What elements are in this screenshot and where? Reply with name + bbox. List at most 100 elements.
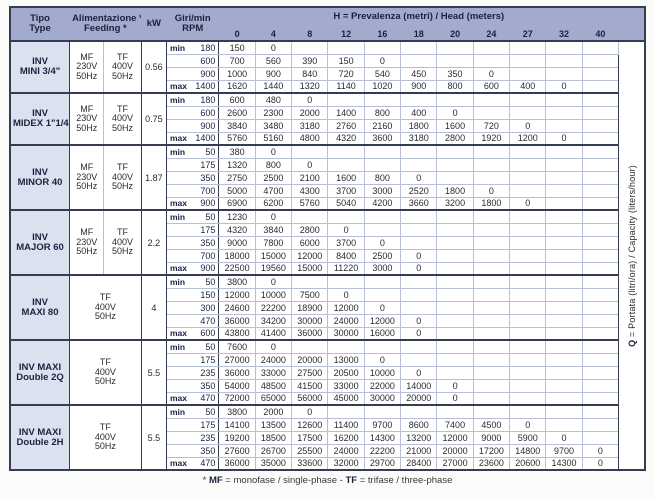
capacity-value-cell: 720 xyxy=(327,66,365,81)
table-row: INV MINOR 40 MF 230V 50Hz TF 400V 50Hz 1.87 min 50… xyxy=(9,144,645,211)
capacity-value-cell: 12000 xyxy=(218,287,256,302)
capacity-value-cell xyxy=(545,300,583,315)
capacity-value-cell xyxy=(545,261,583,276)
kw-cell: 0.56 xyxy=(140,40,167,94)
capacity-value-cell: 5040 xyxy=(327,196,365,211)
header-head-value: 24 xyxy=(472,26,511,42)
capacity-value-cell: 800 xyxy=(363,105,402,120)
rpm-minmax-label: min xyxy=(169,341,186,352)
table-row: 175 14100 13500 12600 11400 9700 8600 7400 4500 0 xyxy=(10,417,645,432)
rpm-flex: 470 xyxy=(170,316,215,326)
feeding-line: 50Hz xyxy=(112,181,134,192)
table-row: 300 24600 22200 18900 12000 0 xyxy=(10,300,645,315)
capacity-value-cell: 30000 xyxy=(291,313,329,328)
capacity-value-cell: 390 xyxy=(291,53,329,68)
capacity-value-cell: 36000 xyxy=(218,365,256,380)
capacity-value-cell xyxy=(327,144,365,159)
rpm-cell: min 50 xyxy=(165,404,220,419)
rpm-cell: 600 xyxy=(165,105,220,120)
rpm-minmax-label: min xyxy=(169,211,186,222)
rpm-flex: max 900 xyxy=(170,263,215,273)
capacity-value-cell xyxy=(545,196,583,211)
capacity-value-cell xyxy=(509,287,547,302)
feeding-line: MF xyxy=(80,51,94,62)
model-cell: INV MAJOR 60 xyxy=(9,209,71,276)
capacity-value-cell: 11400 xyxy=(327,417,365,432)
capacity-value-cell xyxy=(436,209,474,224)
rpm-value: 175 xyxy=(200,224,216,235)
rpm-minmax-label: min xyxy=(169,42,186,53)
capacity-value-cell xyxy=(472,222,511,237)
capacity-value-cell: 0 xyxy=(436,378,474,393)
capacity-value-cell xyxy=(291,274,329,289)
capacity-value-cell xyxy=(400,209,438,224)
rpm-minmax-label: max xyxy=(169,458,187,469)
rpm-cell: max 900 xyxy=(165,261,220,276)
capacity-value-cell xyxy=(472,209,511,224)
capacity-value-cell xyxy=(545,391,583,406)
table-row: INV MAXI Double 2Q TF 400V 50Hz 5.5 min 50 7600 0 xyxy=(9,339,645,406)
model-line: INV xyxy=(32,166,48,178)
header-rpm: Giri/min RPM xyxy=(165,6,220,42)
feeding-cell: MF 230V 50Hz xyxy=(69,209,105,276)
capacity-value-cell xyxy=(472,391,511,406)
model-line: INV xyxy=(32,108,48,119)
capacity-value-cell xyxy=(581,92,620,107)
capacity-value-cell: 18900 xyxy=(291,300,329,315)
rpm-minmax-label: max xyxy=(169,328,187,339)
capacity-value-cell xyxy=(581,235,620,250)
model-line: INV xyxy=(32,56,48,67)
feeding-line: 50Hz xyxy=(94,311,116,322)
capacity-value-cell xyxy=(400,157,438,172)
feeding-line: 50Hz xyxy=(112,122,134,133)
capacity-value-cell: 13500 xyxy=(254,417,293,432)
rpm-flex: max 470 xyxy=(170,393,215,403)
capacity-value-cell: 3840 xyxy=(218,118,256,133)
capacity-value-cell xyxy=(436,352,474,367)
feeding-line: TF xyxy=(117,227,129,238)
capacity-value-cell xyxy=(363,92,402,107)
capacity-value-cell xyxy=(509,261,547,276)
rpm-cell: 150 xyxy=(165,287,220,302)
capacity-value-cell xyxy=(545,222,583,237)
spec-table: Tipo Type Alimentazione * Feeding * kW Giri/m… xyxy=(9,6,646,471)
capacity-value-cell: 34200 xyxy=(254,313,293,328)
capacity-value-cell xyxy=(291,144,329,159)
capacity-value-cell xyxy=(581,274,620,289)
capacity-value-cell xyxy=(581,365,620,380)
header-head-value: 32 xyxy=(545,26,583,42)
capacity-value-cell: 2160 xyxy=(363,118,402,133)
feeding-line: 50Hz xyxy=(76,181,98,192)
capacity-value-cell: 32000 xyxy=(327,456,365,471)
capacity-value-cell xyxy=(545,118,583,133)
q-axis-label: Q = Portata (litri/ora) / Capacity (lite… xyxy=(626,164,637,347)
rpm-cell: 300 xyxy=(165,300,220,315)
rpm-cell: min 50 xyxy=(165,144,220,159)
capacity-value-cell: 26700 xyxy=(254,443,293,458)
capacity-value-cell: 4800 xyxy=(291,131,329,146)
capacity-value-cell: 2500 xyxy=(254,170,293,185)
capacity-value-cell: 54000 xyxy=(218,378,256,393)
table-row: 900 3840 3480 3180 2760 2160 1800 1600 720 0 xyxy=(10,118,645,133)
capacity-value-cell xyxy=(509,313,547,328)
table-row: max 470 72000 65000 56000 45000 30000 20000 0 xyxy=(10,391,645,406)
kw-cell: 2.2 xyxy=(140,209,167,276)
rpm-value: 175 xyxy=(200,159,216,170)
rpm-value: 900 xyxy=(200,198,216,209)
capacity-value-cell: 1600 xyxy=(436,118,474,133)
capacity-value-cell xyxy=(581,79,620,94)
rpm-value: 300 xyxy=(200,302,216,313)
model-cell: INV MIDEX 1"1/4 xyxy=(9,92,71,146)
model-line: Double 2H xyxy=(16,436,64,448)
model-line: INV MAXI xyxy=(18,361,62,373)
rpm-flex: 900 xyxy=(170,121,215,131)
rpm-cell: min 180 xyxy=(165,40,220,55)
capacity-value-cell xyxy=(363,144,402,159)
table-row: INV MIDEX 1"1/4 MF 230V 50Hz TF 400V 50Hz 0.75 mi… xyxy=(9,92,645,146)
table-body: INV MINI 3/4" MF 230V 50Hz TF 400V 50Hz 0.56 min 1… xyxy=(9,40,646,471)
rpm-flex: 350 xyxy=(170,238,215,248)
capacity-value-cell xyxy=(581,417,620,432)
model-cell: INV MINI 3/4" xyxy=(9,40,71,94)
table-row: 700 18000 15000 12000 8400 2500 0 xyxy=(10,248,645,263)
capacity-value-cell xyxy=(472,105,511,120)
